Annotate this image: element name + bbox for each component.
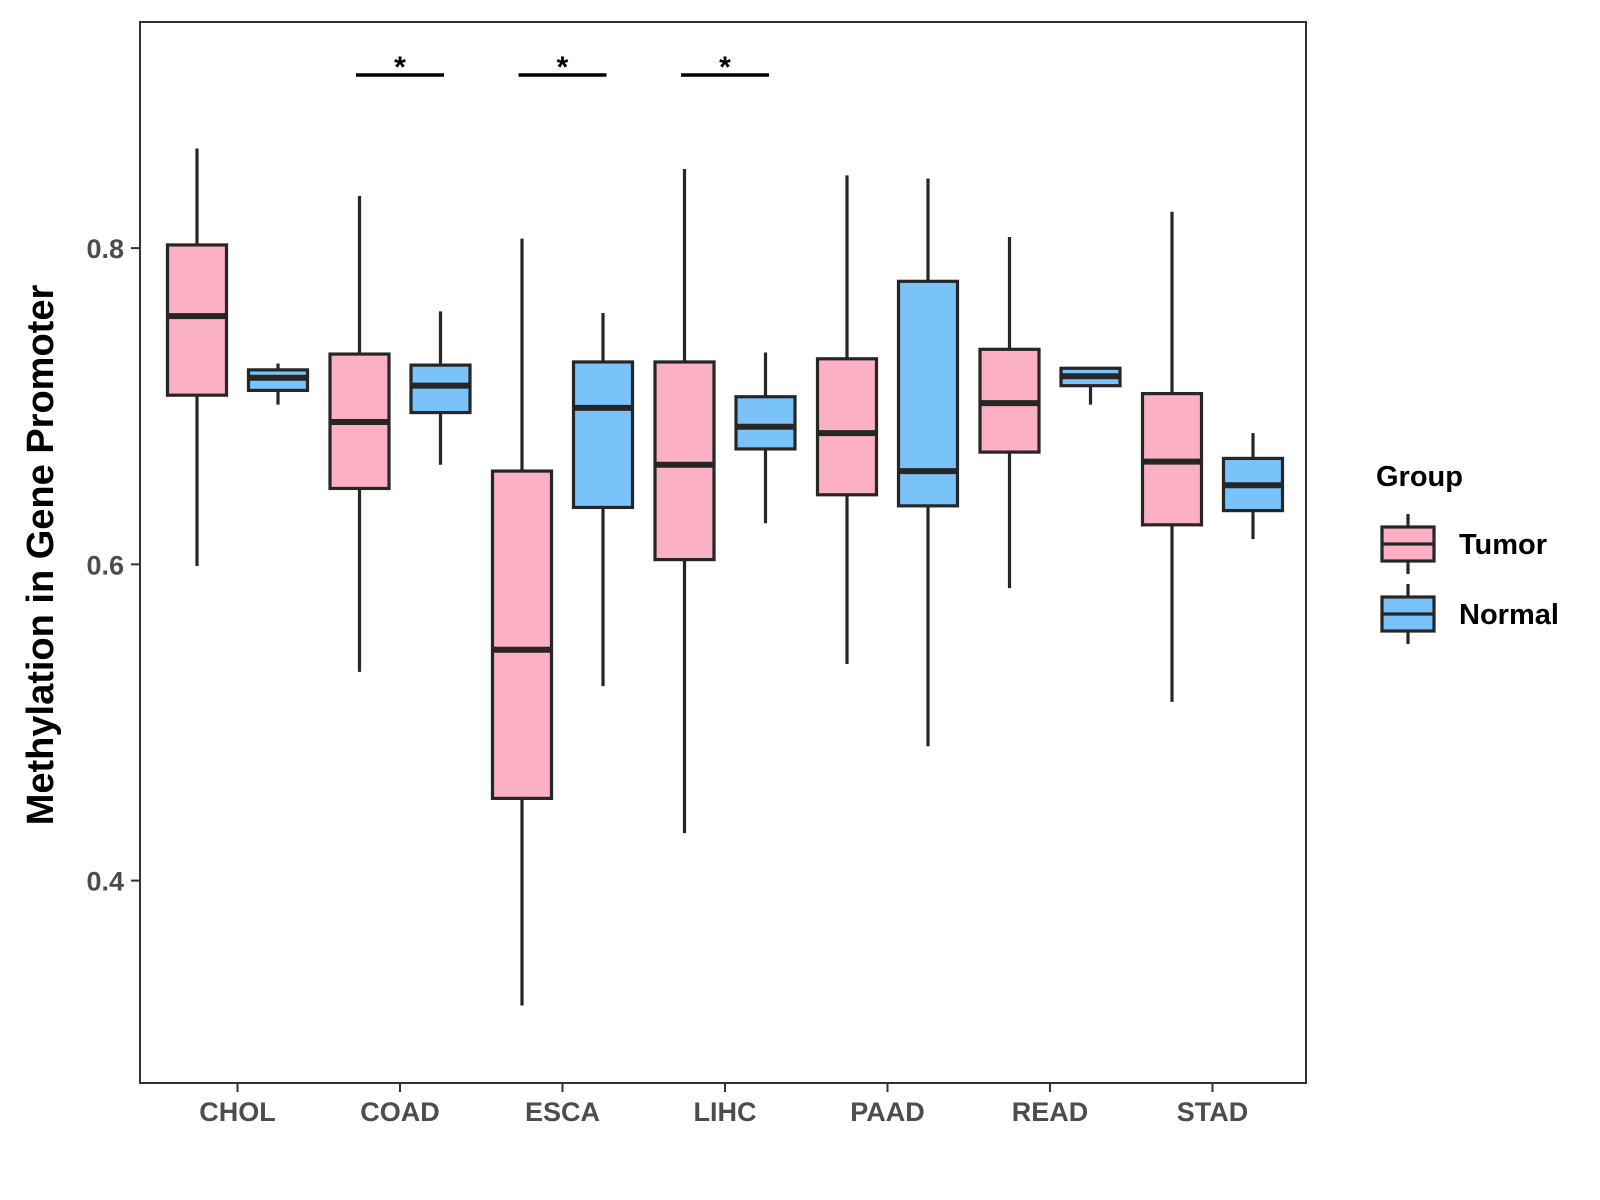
significance-label: *: [719, 51, 731, 84]
box-normal-chol: [246, 363, 310, 405]
legend-key-tumor: [1380, 514, 1436, 574]
axes: 0.4 0.6 0.8 CHOL COAD ESCA LIHC PAAD READ STAD: [86, 234, 1248, 1127]
box-body: [815, 357, 879, 497]
y-tick-label: 0.6: [86, 550, 124, 580]
significance-marker-lihc: *: [681, 51, 769, 84]
legend: Group Tumor Normal: [1376, 461, 1559, 644]
box-tumor-coad: [328, 195, 391, 672]
box-normal-paad: [896, 178, 960, 747]
box-tumor-chol: [165, 148, 229, 566]
box-tumor-stad: [1140, 211, 1204, 702]
box-body: [653, 360, 716, 562]
legend-title: Group: [1376, 461, 1463, 493]
x-tick-label: CHOL: [199, 1097, 276, 1127]
box-tumor-paad: [815, 175, 879, 664]
x-tick-label: ESCA: [525, 1097, 600, 1127]
significance-marker-coad: *: [356, 51, 444, 84]
box-normal-coad: [409, 311, 472, 465]
x-tick-label: STAD: [1177, 1097, 1249, 1127]
box-body: [571, 360, 635, 510]
significance-marker-esca: *: [518, 51, 607, 84]
y-tick-label: 0.8: [86, 234, 124, 264]
box-body: [409, 363, 472, 415]
box-tumor-read: [978, 237, 1041, 589]
plot-area: * * *: [165, 51, 1285, 1006]
box-normal-esca: [571, 312, 635, 687]
box-normal-read: [1059, 366, 1122, 405]
legend-key-normal: [1380, 584, 1436, 644]
box-body: [490, 469, 554, 800]
legend-entry-tumor: Tumor: [1380, 514, 1547, 574]
x-tick-label: COAD: [360, 1097, 440, 1127]
significance-label: *: [557, 51, 569, 84]
box-body: [734, 395, 797, 451]
legend-label: Tumor: [1459, 529, 1547, 561]
x-tick-label: PAAD: [850, 1097, 925, 1127]
box-tumor-lihc: [653, 169, 716, 834]
box-normal-lihc: [734, 352, 797, 524]
plot-panel-border: [139, 21, 1307, 1084]
x-tick-label: READ: [1012, 1097, 1089, 1127]
box-normal-stad: [1221, 433, 1285, 540]
significance-label: *: [394, 51, 406, 84]
box-tumor-esca: [490, 238, 554, 1006]
legend-label: Normal: [1459, 599, 1559, 631]
x-tick-label: LIHC: [694, 1097, 757, 1127]
y-tick-label: 0.4: [86, 867, 124, 897]
y-axis-title: Methylation in Gene Promoter: [20, 285, 62, 826]
legend-entry-normal: Normal: [1380, 584, 1559, 644]
box-body: [165, 243, 229, 397]
